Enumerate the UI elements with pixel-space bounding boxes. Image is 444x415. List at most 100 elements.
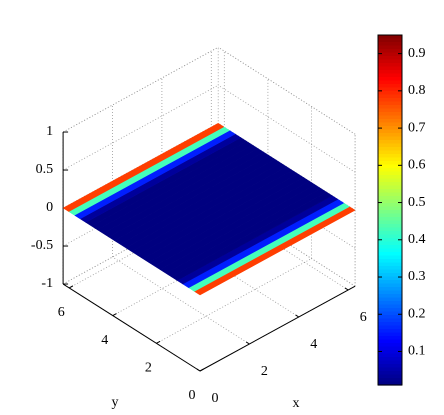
- colorbar-swatch: [378, 94, 402, 99]
- z-tick-label: -0.5: [31, 238, 53, 253]
- colorbar-swatch: [378, 182, 402, 187]
- colorbar-swatch: [378, 119, 402, 124]
- colorbar-swatch: [378, 255, 402, 260]
- colorbar-swatch: [378, 322, 402, 327]
- colorbar-swatch: [378, 287, 402, 292]
- y-tick-label: 4: [101, 333, 108, 348]
- colorbar-swatch: [378, 105, 402, 110]
- colorbar-swatch: [378, 136, 402, 141]
- colorbar-swatch: [378, 266, 402, 271]
- colorbar-swatch: [378, 336, 402, 341]
- z-tick-label: 0: [46, 200, 53, 215]
- colorbar-swatch: [378, 259, 402, 264]
- colorbar-swatch: [378, 381, 402, 386]
- x-tick: [295, 314, 300, 318]
- colorbar-swatch: [378, 308, 402, 313]
- colorbar-swatch: [378, 161, 402, 166]
- colorbar-swatch: [378, 38, 402, 43]
- colorbar-swatch: [378, 357, 402, 362]
- colorbar-tick-label: 0.4: [408, 232, 426, 247]
- colorbar-swatch: [378, 224, 402, 229]
- colorbar-swatch: [378, 210, 402, 215]
- colorbar-swatch: [378, 217, 402, 222]
- grid-line: [217, 84, 356, 173]
- colorbar-tick-label: 0.3: [408, 269, 426, 284]
- colorbar-swatch: [378, 122, 402, 127]
- colorbar-swatch: [378, 283, 402, 288]
- colorbar-swatch: [378, 374, 402, 379]
- colorbar-swatch: [378, 42, 402, 47]
- x-tick-label: 0: [212, 391, 219, 406]
- colorbar-tick-label: 0.6: [408, 158, 426, 173]
- colorbar-swatch: [378, 59, 402, 64]
- colorbar-swatch: [378, 189, 402, 194]
- colorbar-swatch: [378, 371, 402, 376]
- colorbar-swatch: [378, 346, 402, 351]
- x-tick: [196, 368, 201, 372]
- colorbar-swatch: [378, 343, 402, 348]
- colorbar-swatch: [378, 185, 402, 190]
- colorbar-swatch: [378, 297, 402, 302]
- colorbar-swatch: [378, 129, 402, 134]
- colorbar-swatch: [378, 301, 402, 306]
- colorbar-tick-label: 0.1: [408, 344, 426, 359]
- colorbar-swatch: [378, 35, 402, 40]
- y-axis: [62, 283, 201, 372]
- colorbar-swatch: [378, 66, 402, 71]
- colorbar-swatch: [378, 98, 402, 103]
- x-tick-label: 6: [360, 310, 367, 325]
- y-tick: [199, 368, 204, 372]
- colorbar-swatch: [378, 196, 402, 201]
- colorbar-swatch: [378, 304, 402, 309]
- colorbar-tick-label: 0.8: [408, 83, 426, 98]
- colorbar-swatch: [378, 45, 402, 50]
- colorbar-swatch: [378, 234, 402, 239]
- colorbar-swatch: [378, 273, 402, 278]
- colorbar-swatch: [378, 84, 402, 89]
- colorbar-swatch: [378, 367, 402, 372]
- colorbar-swatch: [378, 168, 402, 173]
- colorbar-swatch: [378, 262, 402, 267]
- colorbar-swatch: [378, 77, 402, 82]
- colorbar-swatch: [378, 140, 402, 145]
- colorbar-swatch: [378, 147, 402, 152]
- colorbar-swatch: [378, 248, 402, 253]
- colorbar-swatch: [378, 150, 402, 155]
- y-axis-label: y: [112, 395, 119, 410]
- x-tick-label: 4: [310, 337, 317, 352]
- colorbar-frame: [377, 34, 403, 386]
- x-tick: [344, 287, 349, 291]
- y-tick-label: 6: [58, 305, 65, 320]
- colorbar-swatch: [378, 269, 402, 274]
- colorbar-swatch: [378, 70, 402, 75]
- colorbar-swatch: [378, 56, 402, 61]
- colorbar-swatch: [378, 318, 402, 323]
- colorbar-tick-label: 0.9: [408, 46, 426, 61]
- colorbar-swatch: [378, 241, 402, 246]
- colorbar-swatch: [378, 325, 402, 330]
- colorbar-swatch: [378, 91, 402, 96]
- colorbar-swatch: [378, 87, 402, 92]
- colorbar-swatch: [378, 353, 402, 358]
- colorbar-swatch: [378, 290, 402, 295]
- colorbar-swatch: [378, 115, 402, 120]
- z-tick-label: 0.5: [36, 162, 54, 177]
- colorbar-swatch: [378, 52, 402, 57]
- colorbar-swatch: [378, 213, 402, 218]
- colorbar-swatch: [378, 192, 402, 197]
- colorbar-swatch: [378, 73, 402, 78]
- colorbar-swatch: [378, 378, 402, 383]
- colorbar-swatch: [378, 315, 402, 320]
- colorbar-swatch: [378, 206, 402, 211]
- y-tick: [156, 340, 161, 344]
- grid-line: [217, 46, 356, 135]
- colorbar-swatch: [378, 280, 402, 285]
- colorbar-swatch: [378, 227, 402, 232]
- colorbar-swatch: [378, 175, 402, 180]
- colorbar-swatch: [378, 143, 402, 148]
- colorbar-swatch: [378, 171, 402, 176]
- colorbar-swatch: [378, 350, 402, 355]
- colorbar-tick-label: 0.7: [408, 120, 426, 135]
- x-axis: [199, 285, 356, 372]
